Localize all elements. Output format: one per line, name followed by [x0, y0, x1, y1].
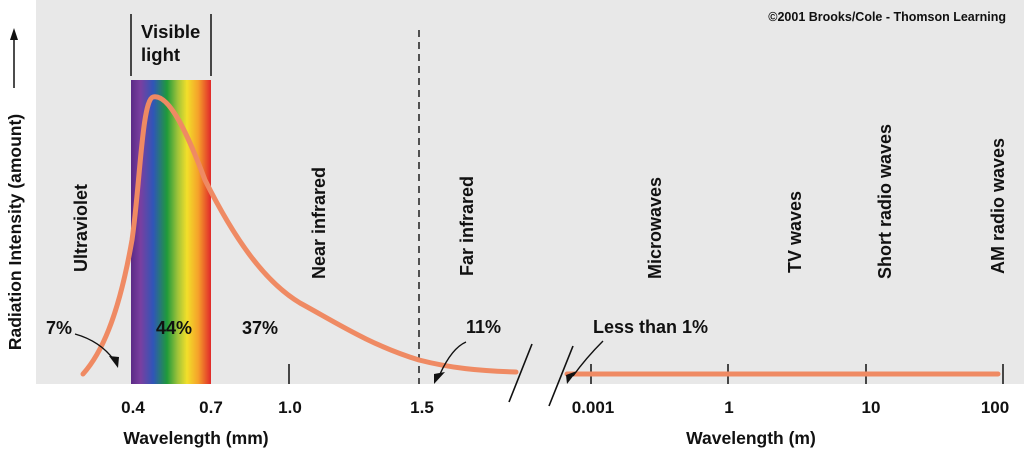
percent-ultraviolet: 7%: [46, 318, 72, 338]
percent-far-infrared: 11%: [466, 317, 501, 337]
region-label-far-infrared: Far infrared: [457, 176, 477, 276]
region-label-microwaves: Microwaves: [645, 177, 665, 279]
tick-label-0-4: 0.4: [121, 398, 145, 417]
percent-near-infrared: 37%: [242, 318, 278, 338]
copyright-text: ©2001 Brooks/Cole - Thomson Learning: [768, 10, 1006, 24]
region-label-near-infrared: Near infrared: [309, 167, 329, 279]
visible-light-label-line1: Visible: [141, 21, 200, 42]
tick-label-1-0: 1.0: [278, 398, 302, 417]
tick-label-100: 100: [981, 398, 1009, 417]
visible-light-label-line2: light: [141, 44, 180, 65]
axis-break-marks: [508, 343, 574, 407]
region-label-am-radio-waves: AM radio waves: [988, 138, 1008, 274]
region-label-short-radio-waves: Short radio waves: [875, 124, 895, 279]
y-axis-arrow-head: [10, 28, 18, 40]
pointer-arrowheads: [109, 356, 577, 384]
percent-radio: Less than 1%: [593, 317, 708, 337]
y-axis-label: Radiation Intensity (amount): [5, 114, 25, 350]
tick-label-0-7: 0.7: [199, 398, 223, 417]
tick-label-10: 10: [862, 398, 881, 417]
percent-visible: 44%: [156, 318, 192, 338]
tick-label-1-5: 1.5: [410, 398, 434, 417]
radiation-intensity-curve: [80, 94, 519, 377]
tick-label-1: 1: [724, 398, 733, 417]
x-axis-label-mm: Wavelength (mm): [123, 428, 268, 448]
x-axis-label-m: Wavelength (m): [686, 428, 816, 448]
region-label-tv-waves: TV waves: [785, 191, 805, 273]
tick-label-0-001: 0.001: [572, 398, 615, 417]
region-label-ultraviolet: Ultraviolet: [71, 184, 91, 272]
visible-light-bracket: [130, 14, 212, 76]
